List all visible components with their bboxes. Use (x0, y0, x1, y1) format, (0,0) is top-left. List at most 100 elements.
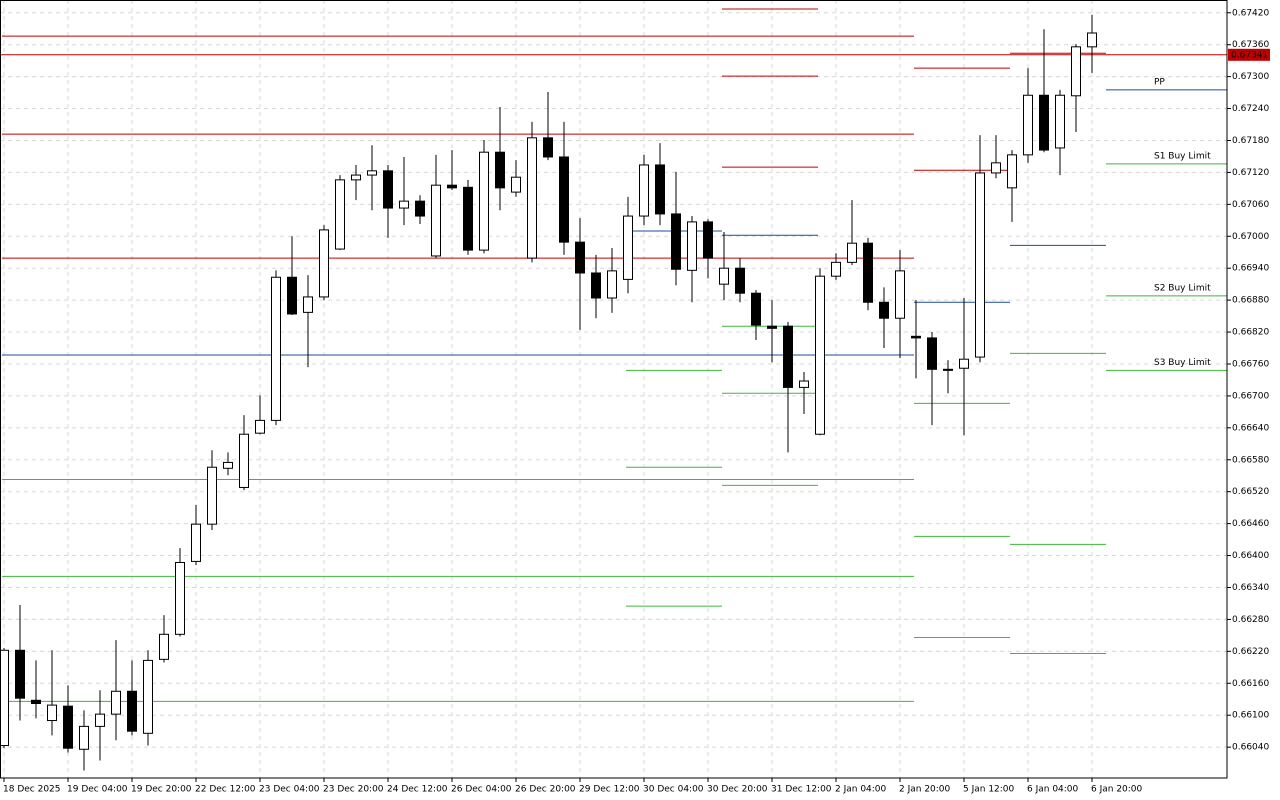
candle-body (255, 419, 265, 434)
candle-body (767, 325, 777, 329)
candle-body (447, 184, 457, 189)
y-tick-label: 0.67120 (1232, 168, 1269, 178)
candle-body (719, 267, 729, 285)
x-tick-label: 19 Dec 20:00 (131, 785, 192, 795)
x-tick-label: 24 Dec 12:00 (387, 785, 448, 795)
candle-body (687, 221, 697, 271)
candle-body (543, 137, 553, 158)
candle-body (495, 151, 505, 189)
candle-body (175, 561, 185, 635)
y-tick-label: 0.67000 (1232, 232, 1269, 242)
candle-body (863, 242, 873, 303)
candle-body (15, 649, 25, 699)
candle-body (895, 270, 905, 319)
candle-body (415, 200, 425, 217)
candle-body (383, 170, 393, 209)
candle-body (1071, 46, 1081, 97)
y-tick-label: 0.67360 (1232, 40, 1269, 50)
y-tick-label: 0.66040 (1232, 743, 1269, 753)
candle-body (1055, 94, 1065, 149)
y-tick-label: 0.67300 (1232, 72, 1269, 82)
y-tick-label: 0.66700 (1232, 391, 1269, 401)
candle-body (815, 275, 825, 435)
candle-body (975, 172, 985, 358)
level-label: S3 Buy Limit (1154, 358, 1211, 368)
candle-body (591, 272, 601, 299)
y-tick-label: 0.67420 (1232, 8, 1269, 18)
candle-body (303, 296, 313, 313)
candle-body (287, 276, 297, 315)
candle-body (335, 179, 345, 250)
candle-body (431, 184, 441, 257)
candle-body (703, 221, 713, 259)
candle-body (143, 659, 153, 734)
candle-body (31, 699, 41, 704)
y-tick-label: 0.66880 (1232, 296, 1269, 306)
candle-body (991, 162, 1001, 174)
y-tick-label: 0.66400 (1232, 551, 1269, 561)
y-tick-label: 0.67240 (1232, 104, 1269, 114)
level-label: S1 Buy Limit (1154, 151, 1211, 161)
candle-body (671, 213, 681, 270)
candle-body (207, 466, 217, 525)
candle-body (799, 380, 809, 388)
bid-label: 0.67341 (1231, 50, 1268, 60)
y-tick-label: 0.66100 (1232, 711, 1269, 721)
candle-body (927, 337, 937, 370)
y-tick-label: 0.66340 (1232, 583, 1269, 593)
x-tick-label: 2 Jan 04:00 (835, 785, 887, 795)
x-tick-label: 26 Dec 20:00 (515, 785, 576, 795)
candle-body (1039, 94, 1049, 151)
plot-frame (0, 0, 1228, 779)
candle-body (943, 368, 953, 371)
candle-body (879, 301, 889, 319)
candle-body (0, 649, 9, 747)
level-label: PP (1154, 77, 1165, 87)
candle-body (63, 705, 73, 749)
candle-body (127, 690, 137, 732)
candle-body (239, 433, 249, 488)
x-tick-label: 29 Dec 12:00 (579, 785, 640, 795)
candle-body (575, 241, 585, 274)
x-tick-label: 5 Jan 12:00 (963, 785, 1015, 795)
candle-body (831, 261, 841, 277)
y-tick-label: 0.66220 (1232, 647, 1269, 657)
candle-body (607, 270, 617, 299)
candle-body (639, 164, 649, 217)
candle-body (79, 725, 89, 750)
candle-body (783, 325, 793, 388)
candle-body (911, 335, 921, 339)
candle-body (559, 156, 569, 243)
y-tick-label: 0.67060 (1232, 200, 1269, 210)
y-tick-label: 0.66820 (1232, 328, 1269, 338)
y-tick-label: 0.66940 (1232, 264, 1269, 274)
candle-body (511, 176, 521, 193)
candle-body (367, 170, 377, 176)
candle-body (191, 523, 201, 562)
x-tick-label: 30 Dec 20:00 (707, 785, 768, 795)
candle-body (1023, 94, 1033, 156)
candle-body (527, 137, 537, 259)
candle-body (159, 633, 169, 660)
bid-label-box (1228, 48, 1270, 61)
candle-body (959, 358, 969, 369)
x-tick-label: 19 Dec 04:00 (67, 785, 128, 795)
candle-body (463, 186, 473, 251)
x-tick-label: 23 Dec 04:00 (259, 785, 320, 795)
x-tick-label: 30 Dec 04:00 (643, 785, 704, 795)
candle-body (1007, 154, 1017, 189)
y-tick-label: 0.67180 (1232, 136, 1269, 146)
y-tick-label: 0.66760 (1232, 359, 1269, 369)
candle-body (399, 200, 409, 209)
x-tick-label: 31 Dec 12:00 (771, 785, 832, 795)
x-tick-label: 6 Jan 20:00 (1091, 785, 1143, 795)
candle-body (479, 151, 489, 251)
candle-body (623, 215, 633, 280)
y-tick-label: 0.66460 (1232, 519, 1269, 529)
candle-body (223, 461, 233, 469)
candle-body (319, 229, 329, 298)
y-tick-label: 0.66580 (1232, 455, 1269, 465)
